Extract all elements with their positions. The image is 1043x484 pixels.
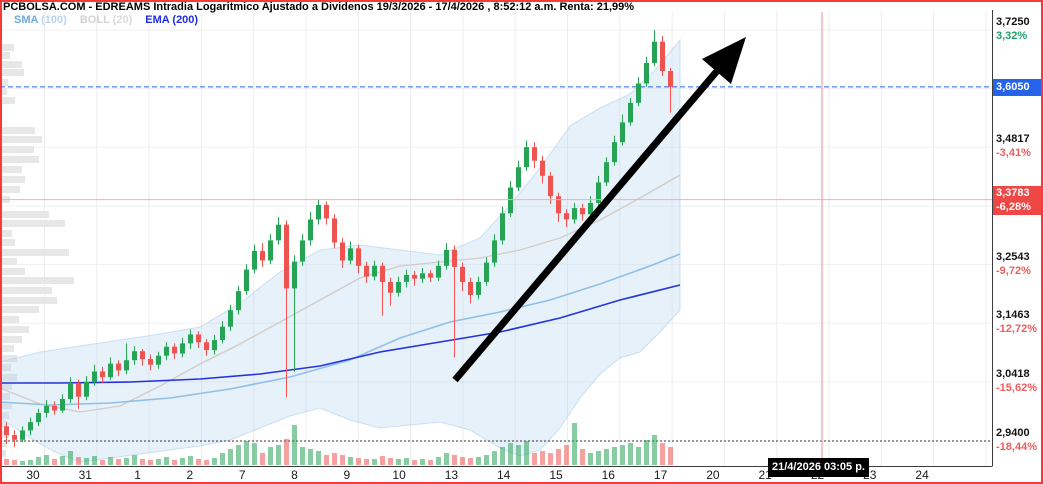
crosshair-pct: -6,28% xyxy=(996,201,1031,213)
crosshair-price: 3,3783 xyxy=(996,187,1030,199)
candles xyxy=(4,30,673,447)
legend-sma-param: (100) xyxy=(41,14,67,26)
sma-line xyxy=(0,253,681,406)
legend-sma-name: SMA xyxy=(14,14,39,26)
boll-mid-line xyxy=(0,174,681,413)
crosshair-price-badge: 3,3783 -6,28% xyxy=(993,186,1043,215)
crosshair-date-tooltip: 21/4/2026 03:05 p. xyxy=(768,458,869,477)
legend-ema-param: (200) xyxy=(172,14,199,26)
legend-item-sma[interactable]: SMA (100) xyxy=(14,14,67,26)
volume-profile xyxy=(2,44,74,457)
volume-bars xyxy=(4,423,673,465)
legend-item-boll[interactable]: BOLL (20) xyxy=(80,14,132,26)
page-title: PCBOLSA.COM - EDREAMS Intradia Logaritmi… xyxy=(3,1,635,13)
legend-ema-name: EMA xyxy=(145,14,170,26)
legend-boll-name: BOLL xyxy=(79,14,110,26)
current-price-badge: 3,6050 xyxy=(993,79,1043,96)
legend-item-ema[interactable]: EMA (200) xyxy=(145,14,198,26)
crosshair[interactable] xyxy=(0,12,992,466)
trend-arrow[interactable] xyxy=(452,37,746,383)
ema-line xyxy=(0,284,681,384)
indicator-legend: SMA (100) BOLL (20) EMA (200) xyxy=(14,14,208,26)
legend-boll-param: (20) xyxy=(112,14,133,26)
